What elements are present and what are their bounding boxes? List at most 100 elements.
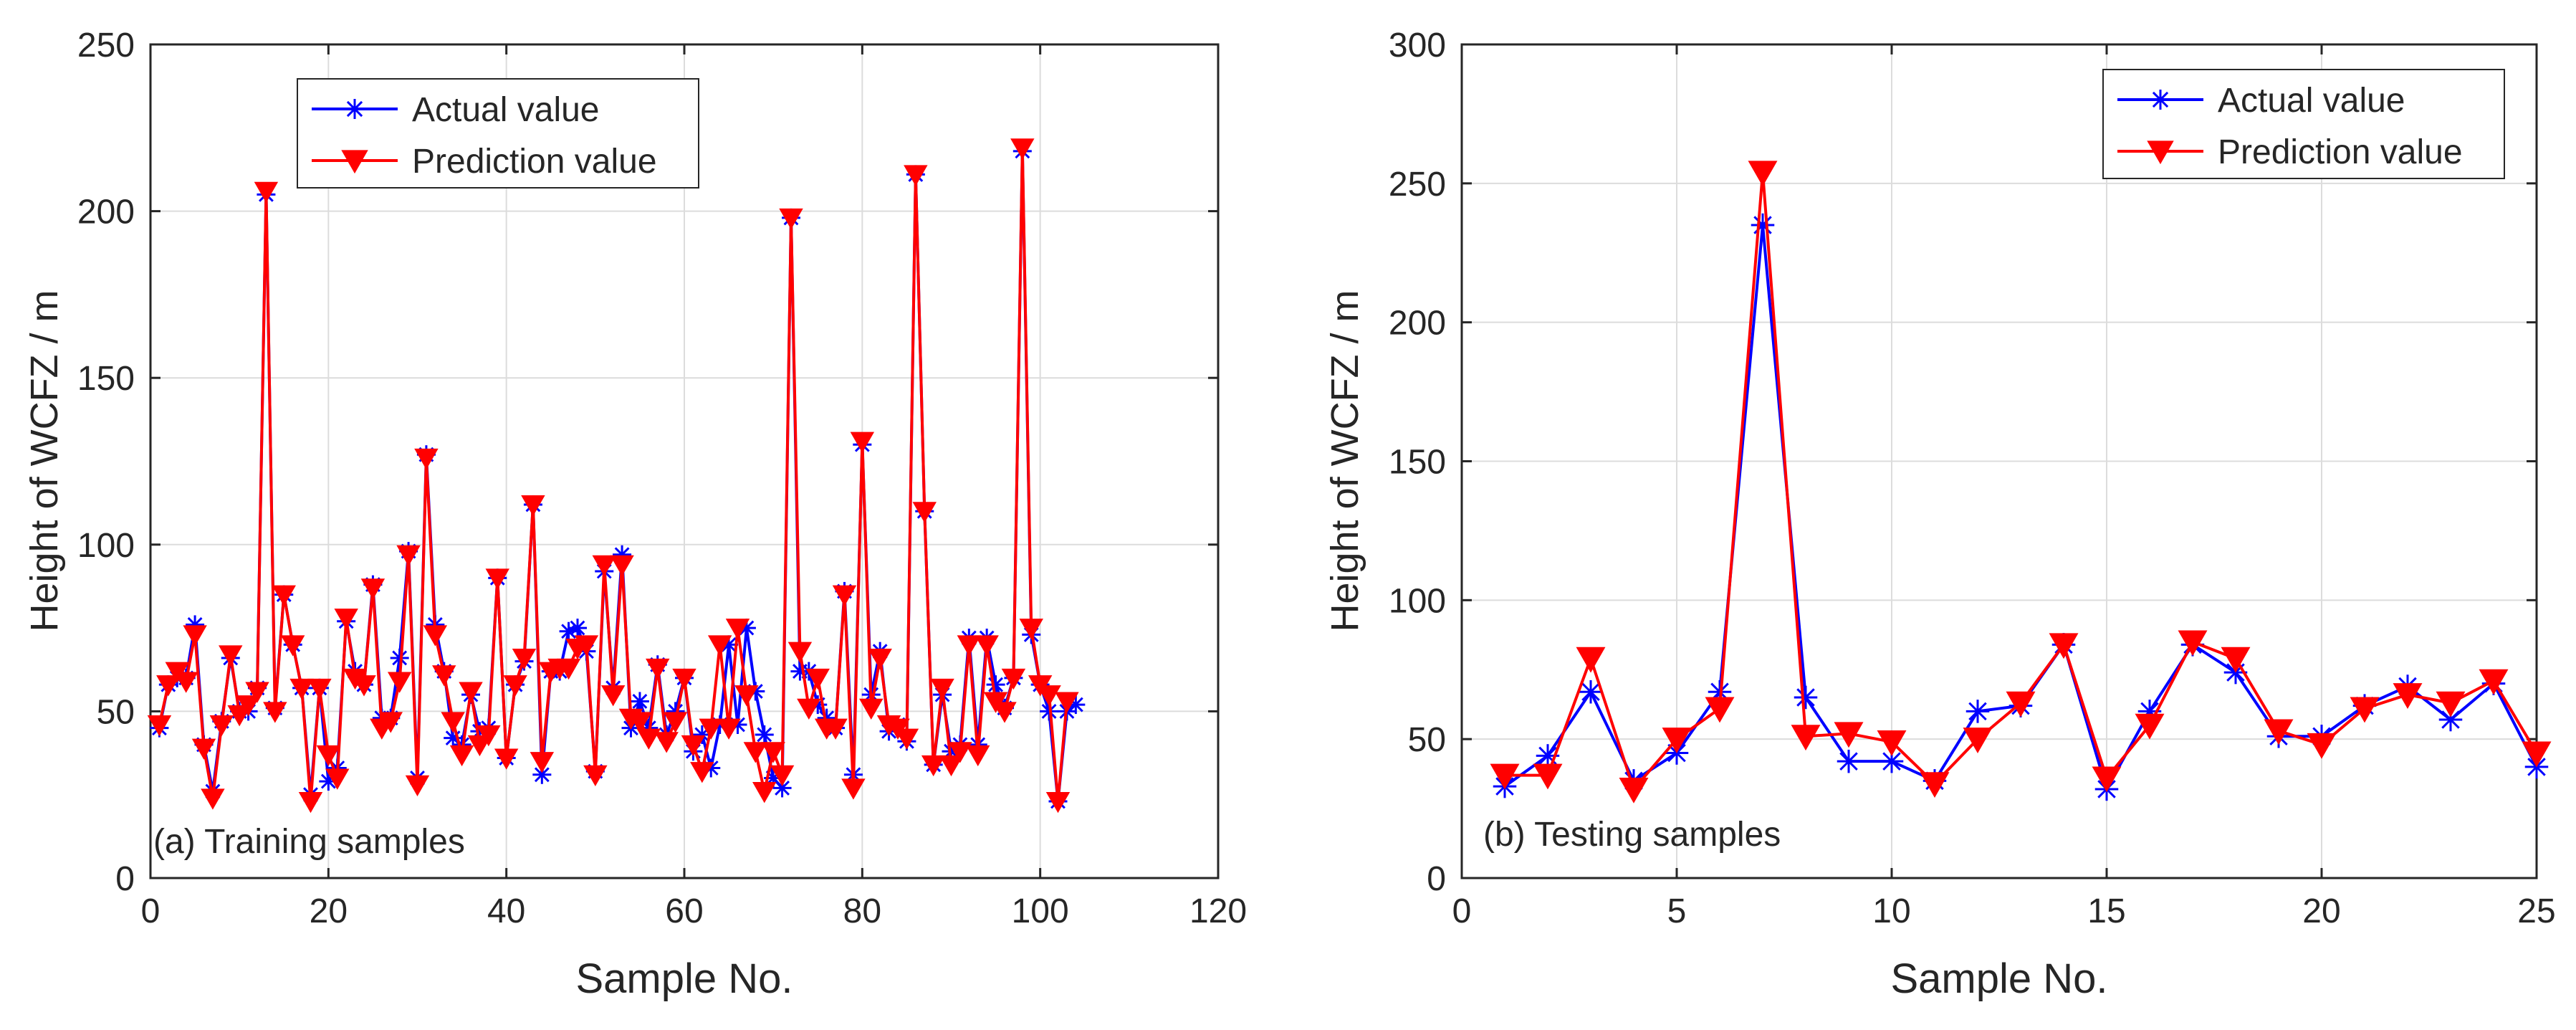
testing-series-prediction-point <box>1748 161 1778 187</box>
training-series-prediction-point <box>921 755 946 777</box>
training-series-prediction-point <box>805 668 830 690</box>
training-series-prediction-point <box>485 568 509 590</box>
testing-series-prediction-point <box>1877 730 1907 756</box>
training-chart: 0 20 40 60 80 100 120 0 50 100 150 200 250 Height of… <box>23 27 1247 1002</box>
training-series-prediction-point <box>841 778 866 800</box>
training-series-actual-point <box>390 648 409 667</box>
testing-legend-entry: Actual value <box>2117 82 2405 120</box>
training-series-prediction-point <box>209 715 234 737</box>
training-ticks: 0 20 40 60 80 100 120 0 50 100 150 200 250 <box>77 27 1247 930</box>
training-series-actual-point-stroke <box>392 650 408 666</box>
training-series-prediction-point <box>628 712 652 733</box>
testing-series-actual-point <box>1579 680 1603 704</box>
testing-y-tick-label: 0 <box>1427 860 1446 898</box>
training-series-actual-point <box>755 725 774 744</box>
training-series-prediction-point <box>592 555 616 576</box>
training-series-prediction-point <box>156 675 181 697</box>
training-legend-label: Prediction value <box>412 143 657 181</box>
training-series-prediction <box>147 138 1079 814</box>
testing-series-prediction-point <box>1791 725 1821 751</box>
training-series-prediction-point <box>646 658 670 680</box>
training-x-tick-label: 100 <box>1012 892 1069 930</box>
training-series-prediction-point <box>583 765 608 787</box>
training-series-prediction-point <box>387 672 412 693</box>
training-series-actual-point-stroke <box>534 767 550 783</box>
training-legend-marker <box>345 99 365 119</box>
training-series-actual-point-stroke <box>1068 697 1083 712</box>
training-series-actual-point-stroke <box>721 636 737 652</box>
testing-legend-marker <box>2150 90 2170 110</box>
training-series-prediction-point <box>1019 619 1043 640</box>
testing-y-tick-label: 50 <box>1408 721 1446 759</box>
testing-series-actual-point-stroke <box>1581 682 1600 702</box>
training-series-prediction-point <box>600 685 626 707</box>
training-series-prediction-point <box>298 792 323 814</box>
testing-series-actual-point-stroke <box>1538 746 1557 766</box>
training-series-actual-point <box>559 621 578 641</box>
training-series-prediction-point <box>850 431 875 453</box>
training-series-actual-point <box>568 619 587 638</box>
training-series-prediction-point <box>191 738 216 760</box>
training-series-prediction-point <box>352 675 376 697</box>
training-series-prediction-point <box>441 712 465 733</box>
training-series <box>147 138 1086 814</box>
training-series-actual-point <box>532 765 552 784</box>
testing-series-prediction-point <box>2092 766 2122 793</box>
testing-x-tick-label: 10 <box>1872 892 1910 930</box>
training-series-prediction-point <box>521 495 545 517</box>
training-legend-marker <box>341 150 368 174</box>
testing-series-prediction-point <box>2221 647 2251 673</box>
training-series-prediction-point <box>948 742 972 763</box>
training-series-prediction-point <box>423 625 448 647</box>
training-series-prediction-point <box>236 695 261 717</box>
training-series-prediction-point <box>743 742 768 763</box>
training-series-prediction-point <box>449 745 474 767</box>
training-series-prediction-point <box>432 665 456 687</box>
training-x-tick-label: 40 <box>487 892 525 930</box>
testing-y-axis-label: Height of WCFZ / m <box>1323 290 1366 631</box>
testing-y-tick-label: 100 <box>1389 582 1446 620</box>
training-series-prediction-point <box>912 502 937 523</box>
testing-series-prediction-point <box>2479 669 2509 695</box>
training-series-prediction-point <box>173 672 198 693</box>
testing-x-axis-label: Sample No. <box>1890 955 2107 1002</box>
training-series-prediction-point <box>868 648 892 670</box>
training-series-prediction-point <box>405 775 430 797</box>
training-series-prediction-point <box>512 648 537 670</box>
training-series-prediction-point <box>690 762 714 783</box>
testing-series-prediction-point <box>2522 741 2552 768</box>
testing-series-actual-point <box>1751 213 1775 237</box>
training-series-prediction-point <box>859 698 884 720</box>
training-x-tick-label: 80 <box>843 892 881 930</box>
testing-series-prediction-point <box>2436 691 2466 717</box>
training-series-prediction-point <box>1037 685 1061 707</box>
testing-series-actual-point <box>2438 707 2463 732</box>
training-series-actual-point-stroke <box>561 624 577 639</box>
testing-x-tick-label: 5 <box>1667 892 1687 930</box>
training-series-prediction-point <box>610 555 634 576</box>
training-series-actual-point <box>986 675 1005 695</box>
training-series-prediction-point <box>477 725 501 747</box>
training-series-actual-point-stroke <box>739 620 755 636</box>
testing-series-prediction <box>1490 161 2552 804</box>
testing-series <box>1490 161 2552 804</box>
training-series-prediction-point <box>681 735 706 757</box>
testing-series-prediction-point <box>1705 697 1735 723</box>
training-y-tick-label: 200 <box>77 194 135 232</box>
testing-series-prediction-point <box>2135 713 2165 740</box>
training-series-actual-point-stroke <box>775 780 790 796</box>
testing-series-prediction-point <box>1490 763 1520 790</box>
training-series-prediction-point <box>1001 668 1026 690</box>
testing-series-prediction-point <box>2264 719 2294 745</box>
training-series-prediction-point <box>201 788 225 810</box>
training-x-tick-label: 60 <box>665 892 703 930</box>
testing-series-prediction-point <box>1834 722 1864 748</box>
training-series-actual-point-stroke <box>988 677 1004 692</box>
testing-y-tick-label: 250 <box>1389 166 1446 204</box>
training-series-actual-point-stroke <box>632 694 648 709</box>
training-series-prediction-point <box>414 448 439 470</box>
training-series-actual-point-stroke <box>570 620 585 636</box>
training-series-prediction-point <box>894 728 919 750</box>
